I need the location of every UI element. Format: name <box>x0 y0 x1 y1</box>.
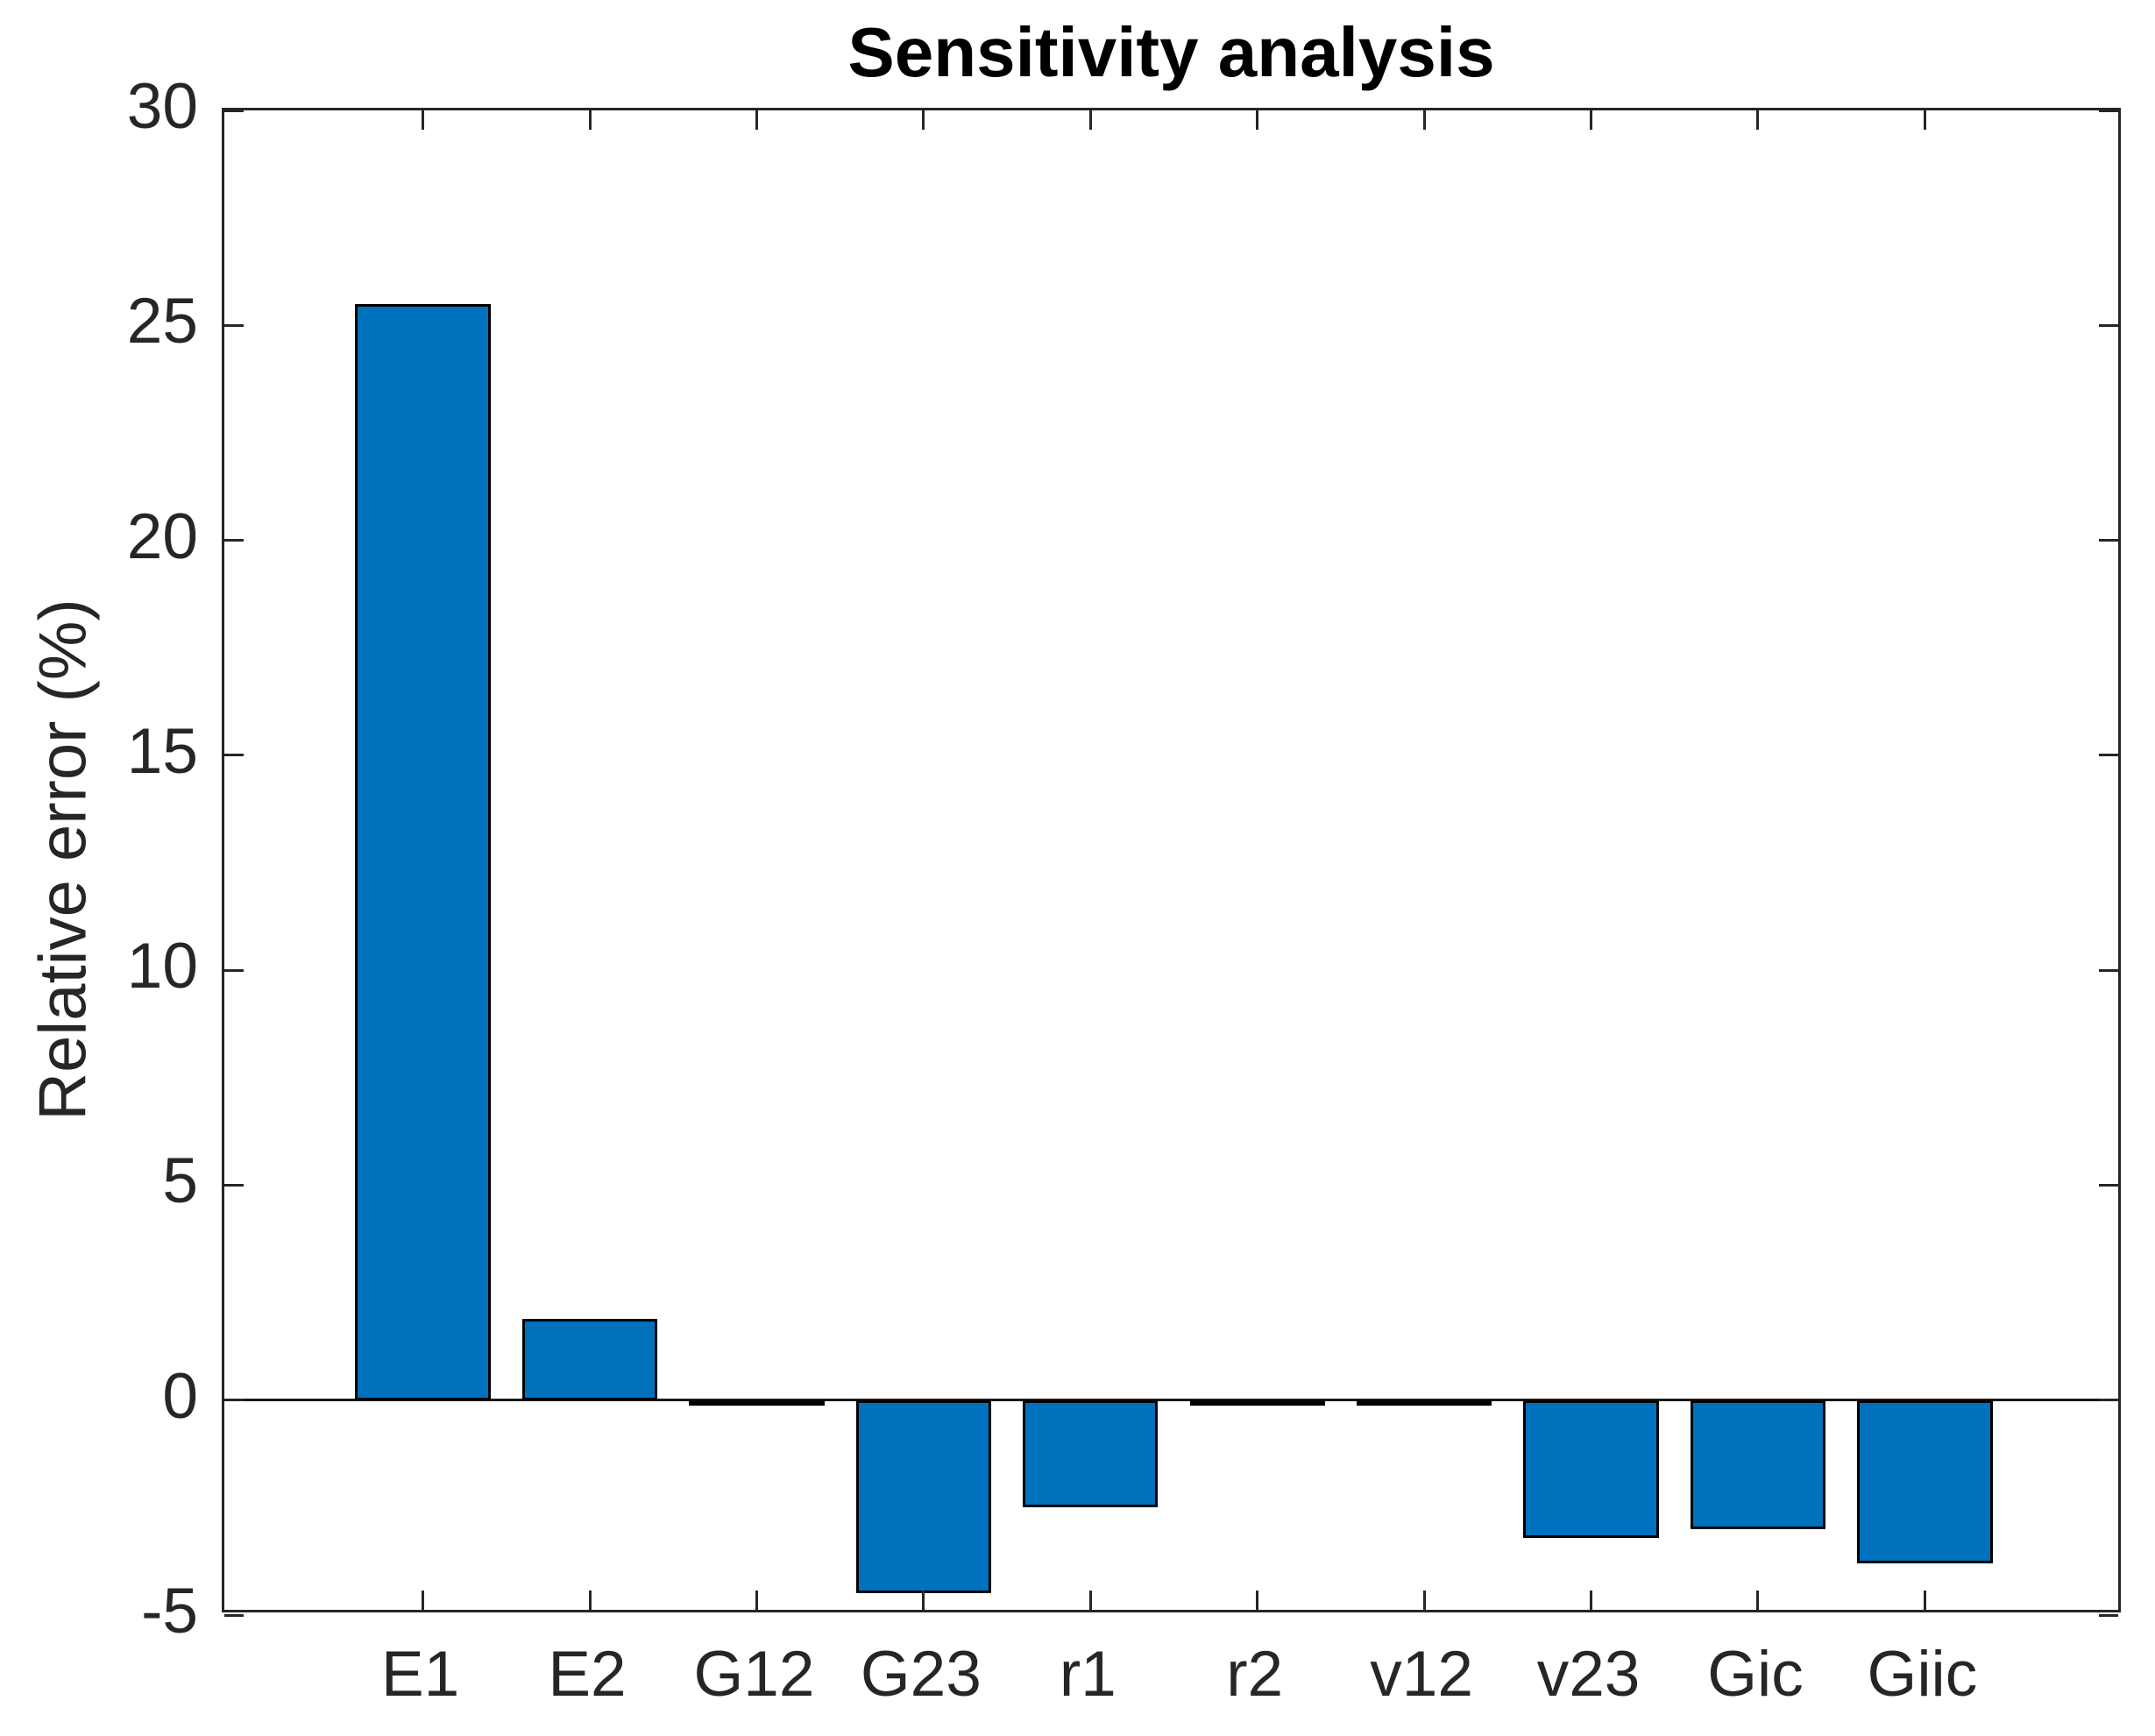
zero-baseline <box>224 1399 2118 1402</box>
x-tick-bottom <box>1590 1591 1593 1610</box>
x-tick-top <box>588 110 592 130</box>
x-tick-label: Gic <box>1707 1639 1804 1710</box>
y-tick-right <box>2099 1613 2118 1617</box>
x-tick-bottom <box>588 1591 592 1610</box>
x-tick-label: E2 <box>548 1639 627 1710</box>
y-tick-left <box>224 1183 244 1187</box>
y-tick-label: 25 <box>126 286 198 358</box>
plot-area <box>222 108 2121 1617</box>
bar-G23 <box>855 1399 991 1594</box>
x-tick-label: E1 <box>380 1639 460 1710</box>
x-tick-label: Giic <box>1867 1639 1978 1710</box>
x-tick-label: v12 <box>1370 1639 1473 1710</box>
x-tick-top <box>1923 110 1926 130</box>
x-tick-label: G23 <box>860 1639 982 1710</box>
bar-Gic <box>1690 1399 1826 1529</box>
x-tick-top <box>1756 110 1760 130</box>
y-tick-label: 5 <box>162 1145 198 1217</box>
y-tick-left <box>224 1613 244 1617</box>
y-tick-right <box>2099 1183 2118 1187</box>
bar-Giic <box>1857 1399 1993 1564</box>
x-tick-bottom <box>1923 1591 1926 1610</box>
bar-G12 <box>689 1399 825 1406</box>
x-tick-top <box>922 110 925 130</box>
x-tick-top <box>1590 110 1593 130</box>
y-tick-right <box>2099 109 2118 112</box>
y-tick-left <box>224 968 244 972</box>
y-tick-left <box>224 539 244 542</box>
x-tick-top <box>1422 110 1426 130</box>
y-tick-right <box>2099 1399 2118 1402</box>
chart-title: Sensitivity analysis <box>847 13 1495 91</box>
y-tick-left <box>224 754 244 757</box>
x-tick-bottom <box>1256 1591 1259 1610</box>
y-tick-left <box>224 323 244 327</box>
y-tick-right <box>2099 968 2118 972</box>
x-tick-top <box>1088 110 1092 130</box>
y-tick-right <box>2099 539 2118 542</box>
y-tick-right <box>2099 323 2118 327</box>
y-tick-right <box>2099 754 2118 757</box>
y-tick-left <box>224 109 244 112</box>
x-tick-bottom <box>1756 1591 1760 1610</box>
y-tick-left <box>224 1399 244 1402</box>
bar-v23 <box>1523 1399 1659 1538</box>
y-axis-label: Relative error (%) <box>25 599 101 1121</box>
y-tick-label: 0 <box>162 1360 198 1432</box>
y-tick-label: 30 <box>126 71 198 142</box>
x-tick-bottom <box>755 1591 758 1610</box>
x-tick-top <box>1256 110 1259 130</box>
x-tick-label: v23 <box>1536 1639 1641 1710</box>
x-tick-top <box>422 110 425 130</box>
y-tick-label: 10 <box>126 931 198 1003</box>
x-tick-bottom <box>422 1591 425 1610</box>
x-tick-label: r1 <box>1059 1639 1116 1710</box>
x-tick-bottom <box>922 1591 925 1610</box>
x-tick-bottom <box>1422 1591 1426 1610</box>
bar-r1 <box>1023 1399 1159 1508</box>
x-tick-label: r2 <box>1226 1639 1284 1710</box>
y-tick-label: 20 <box>126 500 198 572</box>
bar-E1 <box>355 303 491 1400</box>
bar-v12 <box>1357 1399 1492 1406</box>
x-tick-label: G12 <box>693 1639 815 1710</box>
x-tick-top <box>755 110 758 130</box>
y-tick-label: 15 <box>126 715 198 787</box>
x-tick-bottom <box>1088 1591 1092 1610</box>
bar-r2 <box>1189 1399 1325 1406</box>
y-tick-label: -5 <box>141 1576 198 1647</box>
bar-E2 <box>521 1318 658 1400</box>
